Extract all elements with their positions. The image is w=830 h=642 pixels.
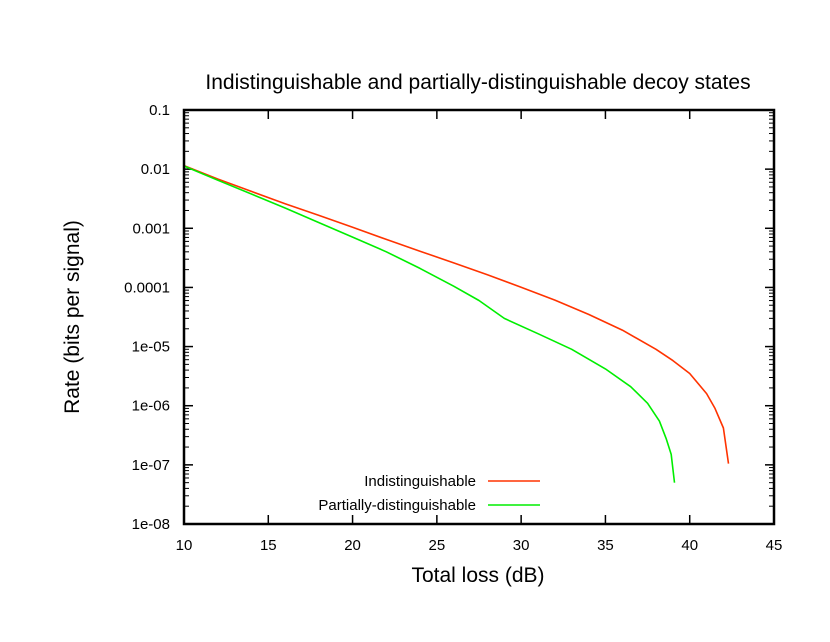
x-tick-label: 35 [597, 537, 614, 554]
y-tick-label: 0.01 [141, 161, 170, 178]
x-tick-label: 45 [766, 537, 783, 554]
x-tick-label: 15 [260, 537, 277, 554]
y-tick-label: 1e-06 [132, 398, 170, 415]
y-tick-label: 0.0001 [124, 279, 170, 296]
series-line-2 [183, 165, 676, 483]
y-tick-label: 1e-07 [132, 457, 170, 474]
x-tick-label: 10 [176, 537, 193, 554]
y-axis-label: Rate (bits per signal) [61, 220, 84, 414]
series-lines [183, 164, 730, 483]
plot-frame [182, 108, 776, 526]
x-axis-label: Total loss (dB) [411, 564, 544, 587]
x-tick-label: 30 [513, 537, 530, 554]
y-tick-label: 0.001 [132, 220, 170, 237]
chart-title: Indistinguishable and partially-distingu… [205, 71, 750, 94]
x-tick-label: 20 [344, 537, 361, 554]
y-tick-label: 0.1 [149, 102, 170, 119]
legend-label: Indistinguishable [364, 473, 476, 490]
y-tick-label: 1e-08 [132, 516, 170, 533]
series-line-1 [183, 164, 730, 464]
x-tick-label: 40 [681, 537, 698, 554]
x-tick-label: 25 [429, 537, 446, 554]
legend: Indistinguishable Partially-distinguishab… [318, 473, 540, 514]
y-tick-label: 1e-05 [132, 339, 170, 356]
legend-label: Partially-distinguishable [318, 497, 476, 514]
